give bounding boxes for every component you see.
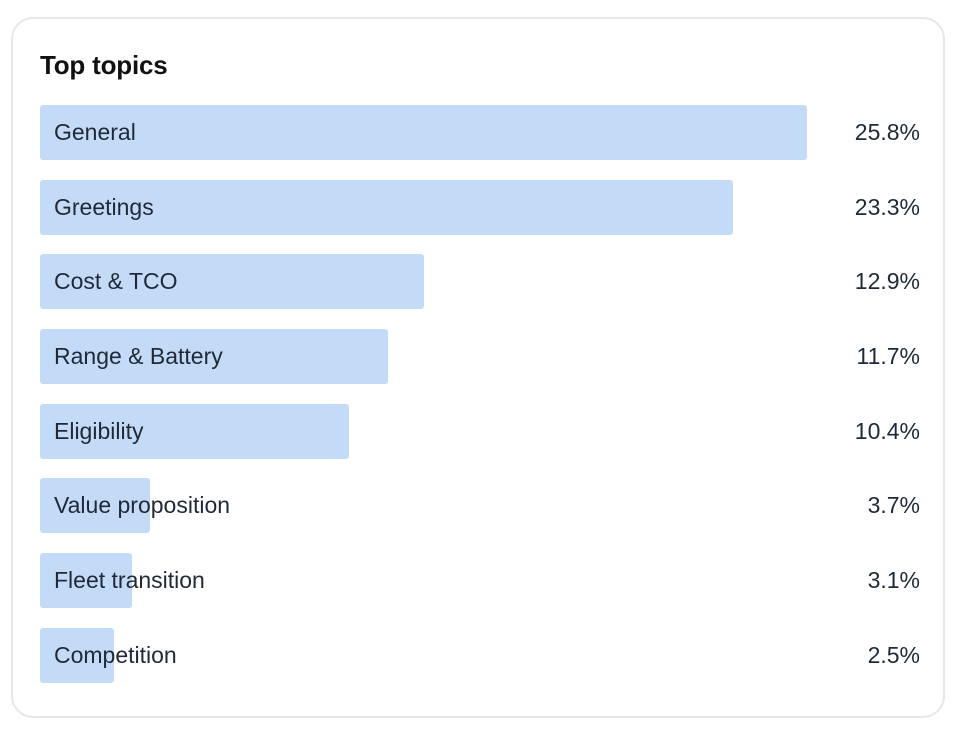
card-title: Top topics [40, 50, 168, 80]
topic-bar [40, 254, 424, 310]
topic-label: Fleet transition [54, 567, 205, 594]
topic-row: General 25.8% [40, 105, 920, 160]
topic-bar [40, 627, 115, 683]
topic-row: Eligibility 10.4% [40, 403, 920, 459]
topic-row: Cost & TCO 12.9% [40, 254, 920, 310]
bar-track [40, 105, 807, 160]
topic-label: Greetings [54, 193, 154, 220]
bar-track [40, 179, 807, 235]
topic-value: 12.9% [854, 268, 920, 295]
topic-value: 23.3% [854, 193, 920, 220]
topic-label: General [54, 119, 136, 145]
topic-label: Cost & TCO [54, 268, 178, 295]
topic-row: Range & Battery 11.7% [40, 329, 920, 385]
bar-track [40, 627, 807, 683]
bar-track [40, 553, 807, 609]
bar-track [40, 403, 807, 459]
top-topics-card: Top topics General 25.8% Greetings 23.3% Cos… [11, 17, 945, 718]
topic-bar [40, 329, 388, 385]
topic-row: Value proposition 3.7% [40, 478, 920, 534]
topic-row: Competition 2.5% [40, 627, 920, 683]
topic-row: Fleet transition 3.1% [40, 553, 920, 609]
topic-label: Range & Battery [54, 343, 223, 370]
topic-bar [40, 179, 733, 235]
topic-bar [40, 403, 350, 459]
topic-label: Competition [54, 641, 177, 668]
topic-bar [40, 478, 150, 534]
bar-track [40, 478, 807, 534]
topic-label: Value proposition [54, 492, 231, 519]
topic-rows: General 25.8% Greetings 23.3% Cost & TCO 12.9… [40, 105, 920, 703]
topic-row: Greetings 23.3% [40, 179, 920, 235]
bar-track [40, 329, 807, 385]
topic-value: 3.1% [867, 567, 920, 594]
topic-value: 25.8% [854, 119, 920, 145]
topic-value: 2.5% [867, 641, 920, 668]
topic-bar [40, 105, 807, 160]
topic-value: 3.7% [867, 492, 920, 519]
topic-bar [40, 553, 133, 609]
bar-track [40, 254, 807, 310]
topic-value: 11.7% [856, 343, 920, 370]
topic-value: 10.4% [854, 417, 920, 444]
topic-label: Eligibility [54, 417, 144, 444]
